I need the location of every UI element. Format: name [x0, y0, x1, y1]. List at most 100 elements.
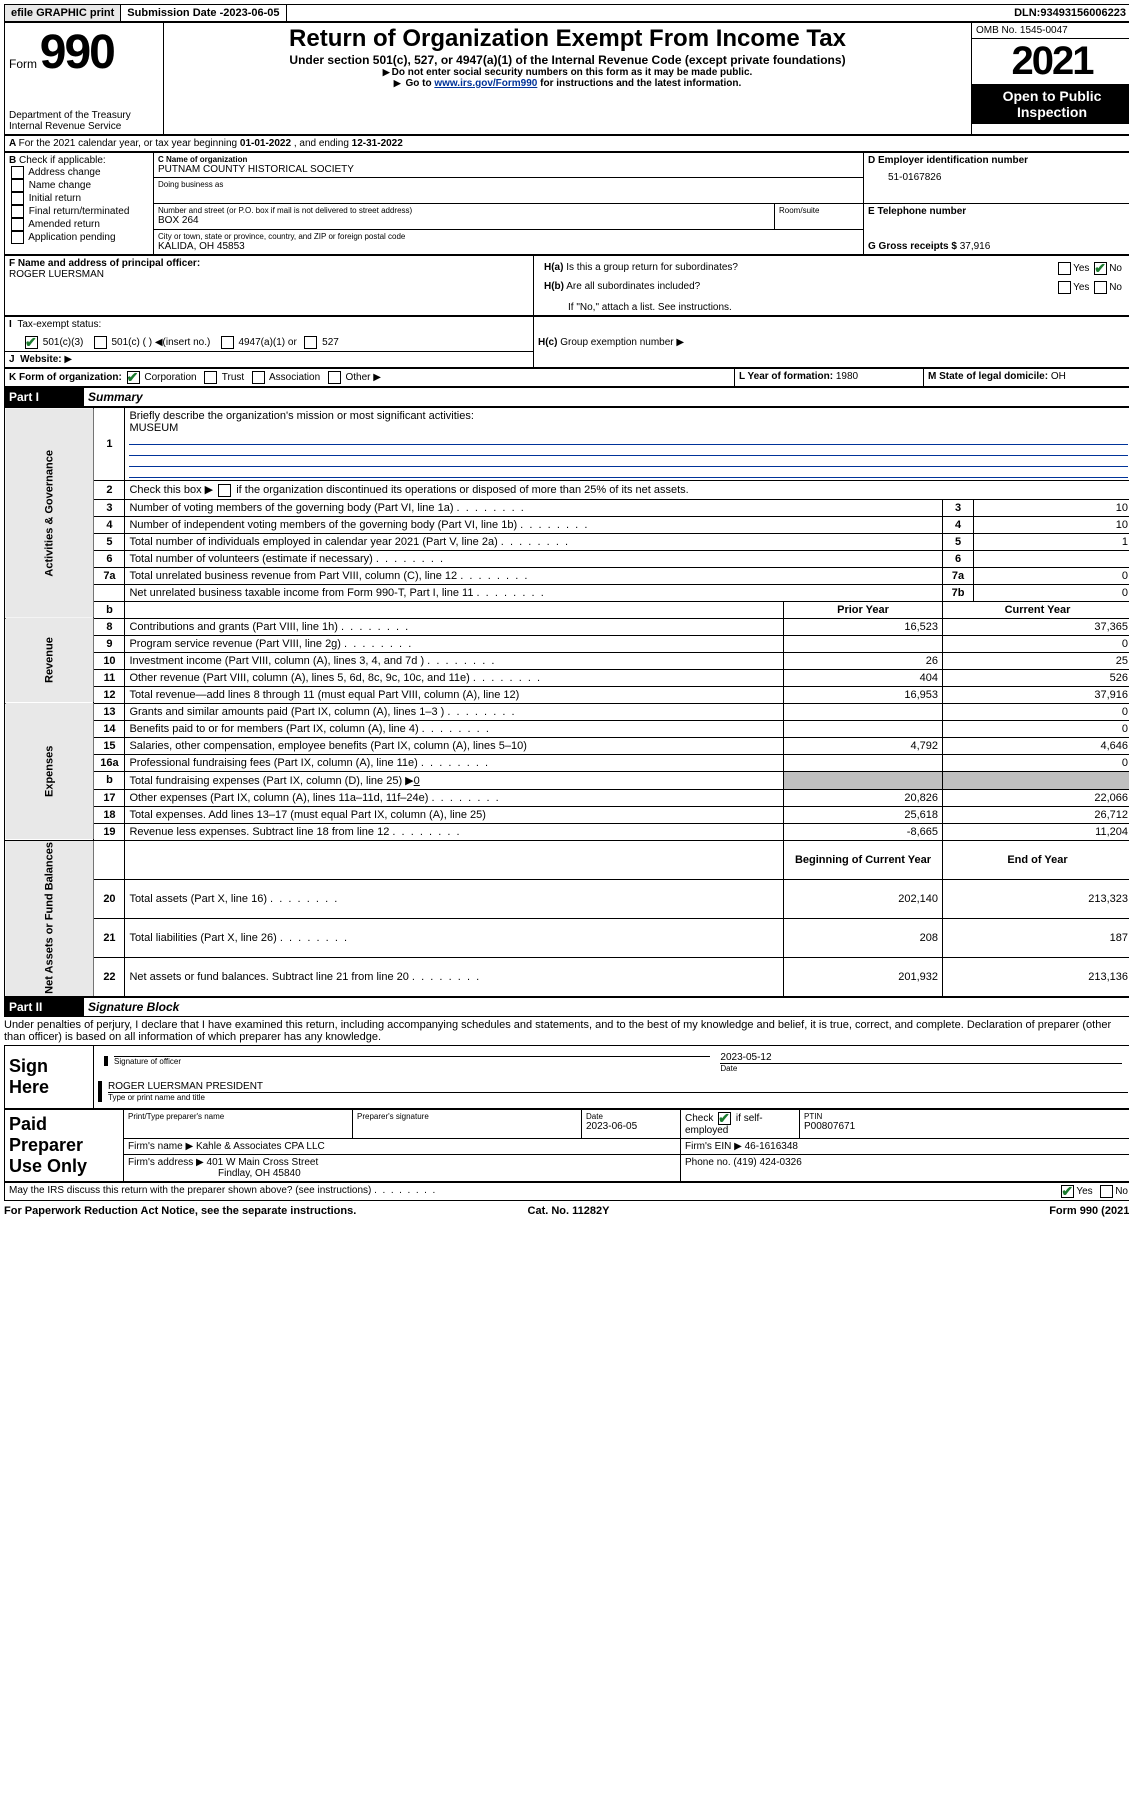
- d-label: D Employer identification number: [868, 155, 1128, 166]
- l21-text: Total liabilities (Part X, line 26): [125, 919, 784, 958]
- v20p: 202,140: [784, 879, 943, 918]
- v12c: 37,916: [943, 686, 1129, 703]
- instructions-link[interactable]: www.irs.gov/Form990: [434, 78, 537, 89]
- v11c: 526: [943, 669, 1129, 686]
- e-label: E Telephone number: [868, 206, 1128, 217]
- hdr-boc: Beginning of Current Year: [784, 840, 943, 879]
- v21c: 187: [943, 919, 1129, 958]
- chk-association[interactable]: [252, 371, 265, 384]
- hb-yes[interactable]: [1058, 281, 1071, 294]
- omb-number: OMB No. 1545-0047: [972, 23, 1129, 39]
- v10p: 26: [784, 652, 943, 669]
- l-value: 1980: [836, 371, 858, 382]
- v17p: 20,826: [784, 789, 943, 806]
- chk-final-return[interactable]: [11, 205, 24, 218]
- chk-other[interactable]: [328, 371, 341, 384]
- chk-initial-return[interactable]: [11, 192, 24, 205]
- ha-no[interactable]: [1094, 262, 1107, 275]
- org-name: PUTNAM COUNTY HISTORICAL SOCIETY: [158, 164, 859, 175]
- g-value: 37,916: [960, 241, 991, 252]
- part1-table: Activities & Governance 1 Briefly descri…: [4, 407, 1129, 997]
- v6: [974, 550, 1129, 567]
- sig-officer-label: Signature of officer: [114, 1057, 710, 1066]
- l18-text: Total expenses. Add lines 13–17 (must eq…: [125, 806, 784, 823]
- chk-trust[interactable]: [204, 371, 217, 384]
- h-note: If "No," attach a list. See instructions…: [538, 302, 1128, 313]
- chk-name-change[interactable]: [11, 179, 24, 192]
- cat-no: Cat. No. 11282Y: [380, 1205, 756, 1217]
- chk-amended-return[interactable]: [11, 218, 24, 231]
- v7b: 0: [974, 584, 1129, 601]
- v9c: 0: [943, 635, 1129, 652]
- discuss-no[interactable]: [1100, 1185, 1113, 1198]
- efile-print-button[interactable]: efile GRAPHIC print: [5, 5, 121, 21]
- i-label: Tax-exempt status:: [17, 319, 101, 330]
- firm-label: Firm's name: [128, 1141, 183, 1152]
- firm-addr1: 401 W Main Cross Street: [207, 1157, 319, 1168]
- chk-self-employed[interactable]: [718, 1112, 731, 1125]
- chk-corporation[interactable]: [127, 371, 140, 384]
- pra-notice: For Paperwork Reduction Act Notice, see …: [4, 1205, 380, 1217]
- dba-label: Doing business as: [158, 180, 859, 189]
- paid-preparer: Paid Preparer Use Only: [5, 1110, 124, 1182]
- section-revenue: Revenue: [5, 618, 94, 703]
- pt-sig-label: Preparer's signature: [357, 1112, 577, 1121]
- room-label: Room/suite: [779, 206, 859, 215]
- top-toolbar: efile GRAPHIC print Submission Date - 20…: [4, 4, 1129, 22]
- l7b-text: Net unrelated business taxable income fr…: [125, 584, 943, 601]
- officer-name: ROGER LUERSMAN PRESIDENT: [108, 1081, 1128, 1092]
- chk-527[interactable]: [304, 336, 317, 349]
- l2-pre: Check this box: [129, 484, 201, 496]
- city-value: KALIDA, OH 45853: [158, 241, 859, 252]
- l-label: L Year of formation:: [739, 371, 833, 382]
- v18p: 25,618: [784, 806, 943, 823]
- chk-4947[interactable]: [221, 336, 234, 349]
- l6-text: Total number of volunteers (estimate if …: [125, 550, 943, 567]
- v15c: 4,646: [943, 737, 1129, 754]
- v16ac: 0: [943, 754, 1129, 771]
- pt-date: 2023-06-05: [586, 1121, 676, 1132]
- part2-title: Signature Block: [84, 998, 1129, 1017]
- chk-address-change[interactable]: [11, 166, 24, 179]
- v5: 1: [974, 533, 1129, 550]
- b-label: Check if applicable:: [19, 155, 106, 166]
- v20c: 213,323: [943, 879, 1129, 918]
- sig-date-label: Date: [720, 1064, 1122, 1073]
- part2-label: Part II: [5, 998, 84, 1017]
- firm-addr-label: Firm's address: [128, 1157, 193, 1168]
- section-netassets: Net Assets or Fund Balances: [5, 840, 94, 997]
- v14p: [784, 720, 943, 737]
- chk-label: Check: [685, 1114, 713, 1125]
- discuss-yes[interactable]: [1061, 1185, 1074, 1198]
- ha-label: Is this a group return for subordinates?: [566, 262, 738, 273]
- v19p: -8,665: [784, 823, 943, 840]
- l16b-text: Total fundraising expenses (Part IX, col…: [129, 775, 402, 787]
- chk-application-pending[interactable]: [11, 231, 24, 244]
- chk-501c[interactable]: [94, 336, 107, 349]
- v4: 10: [974, 516, 1129, 533]
- dept-treasury: Department of the Treasury: [9, 110, 159, 121]
- l16b-val: 0: [414, 775, 420, 787]
- submission-date-value: 2023-06-05: [223, 7, 279, 19]
- chk-line2[interactable]: [218, 484, 231, 497]
- opt-address-change: Address change: [28, 167, 100, 178]
- a-begin: 01-01-2022: [240, 138, 291, 149]
- sign-here: Sign Here: [5, 1046, 94, 1109]
- officer-name-label: Type or print name and title: [108, 1093, 1128, 1102]
- dln-value: 93493156006223: [1040, 7, 1126, 19]
- sig-date: 2023-05-12: [720, 1052, 1122, 1063]
- dept-irs: Internal Revenue Service: [9, 121, 159, 132]
- v11p: 404: [784, 669, 943, 686]
- v16ap: [784, 754, 943, 771]
- declaration: Under penalties of perjury, I declare th…: [4, 1017, 1129, 1045]
- ein: 46-1616348: [745, 1141, 798, 1152]
- hb-no[interactable]: [1094, 281, 1107, 294]
- submission-date-label: Submission Date -: [127, 7, 223, 19]
- chk-501c3[interactable]: [25, 336, 38, 349]
- l12-text: Total revenue—add lines 8 through 11 (mu…: [125, 686, 784, 703]
- g-label: G Gross receipts $: [868, 241, 957, 252]
- hdr-eoy: End of Year: [943, 840, 1129, 879]
- ha-yes[interactable]: [1058, 262, 1071, 275]
- firm-addr2: Findlay, OH 45840: [128, 1168, 301, 1179]
- section-activities: Activities & Governance: [5, 408, 94, 619]
